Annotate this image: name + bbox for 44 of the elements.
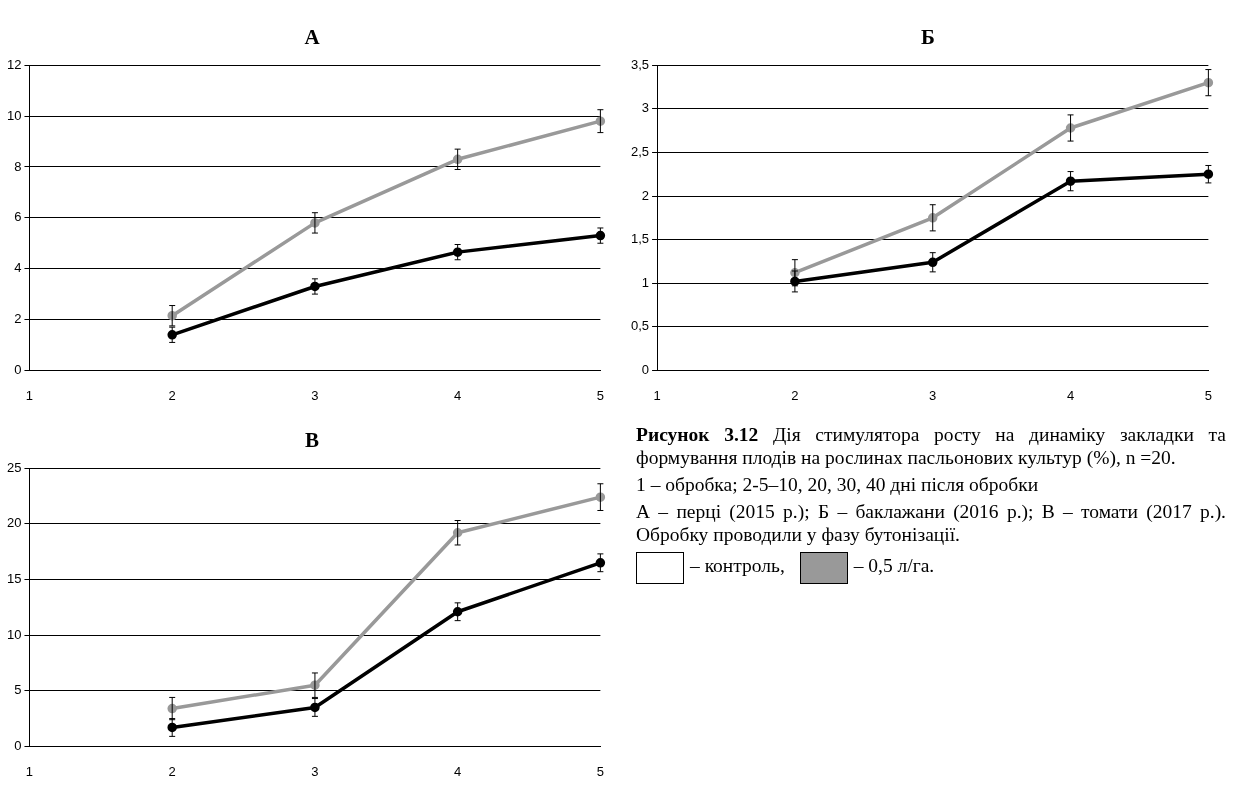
x-tick-label: 4	[454, 387, 462, 403]
x-tick-label: 2	[168, 387, 176, 403]
x-tick-label: 1	[25, 763, 34, 779]
y-tick-label: 0	[14, 737, 22, 753]
x-tick-label: 2	[168, 763, 176, 779]
text: Рисунок 3.12	[636, 424, 759, 445]
text: 1 – обробка; 2-5–10, 20, 30, 40 дні після обробки	[636, 473, 1040, 496]
y-tick-label: 20	[6, 515, 22, 531]
x-tick-label: 5	[596, 763, 604, 779]
y-tick-label: 3,5	[630, 56, 650, 72]
y-tick-label: 0	[14, 361, 22, 377]
chart-title: Б	[921, 25, 935, 50]
x-tick-label: 5	[1204, 387, 1212, 403]
text: – 0,5 л/га.	[852, 555, 935, 577]
chart-title: В	[304, 428, 320, 453]
y-tick-label: 2	[641, 187, 650, 203]
x-tick-label: 1	[25, 387, 34, 403]
text: А – перці (2015 р.); Б – баклажани (2016 р.); В – томати (2017 р.). Обробку проводили у фазу бутонізації.	[636, 500, 1226, 546]
text: – контроль,	[690, 555, 785, 577]
y-tick-label: 12	[6, 56, 22, 72]
x-tick-label: 5	[596, 387, 604, 403]
x-tick-label: 2	[791, 387, 799, 403]
y-tick-label: 4	[14, 260, 22, 276]
y-tick-label: 2	[14, 311, 22, 327]
y-tick-label: 8	[14, 158, 22, 174]
y-tick-label: 2,5	[630, 143, 650, 159]
x-tick-label: 3	[929, 387, 937, 403]
x-tick-label: 4	[454, 763, 462, 779]
y-tick-label: 1	[641, 274, 650, 290]
y-tick-label: 5	[14, 682, 22, 698]
y-tick-label: 15	[6, 571, 22, 587]
y-tick-label: 0	[641, 361, 650, 377]
y-tick-label: 25	[6, 459, 22, 475]
x-tick-label: 1	[653, 387, 661, 403]
y-tick-label: 10	[6, 107, 22, 123]
y-tick-label: 0,5	[630, 318, 650, 334]
y-tick-label: 6	[14, 209, 22, 225]
y-tick-label: 3	[641, 100, 650, 116]
x-tick-label: 4	[1066, 387, 1075, 403]
y-tick-label: 1,5	[630, 231, 650, 247]
x-tick-label: 3	[311, 763, 319, 779]
y-tick-label: 10	[6, 626, 22, 642]
x-tick-label: 3	[311, 387, 319, 403]
chart-title: А	[304, 25, 321, 50]
